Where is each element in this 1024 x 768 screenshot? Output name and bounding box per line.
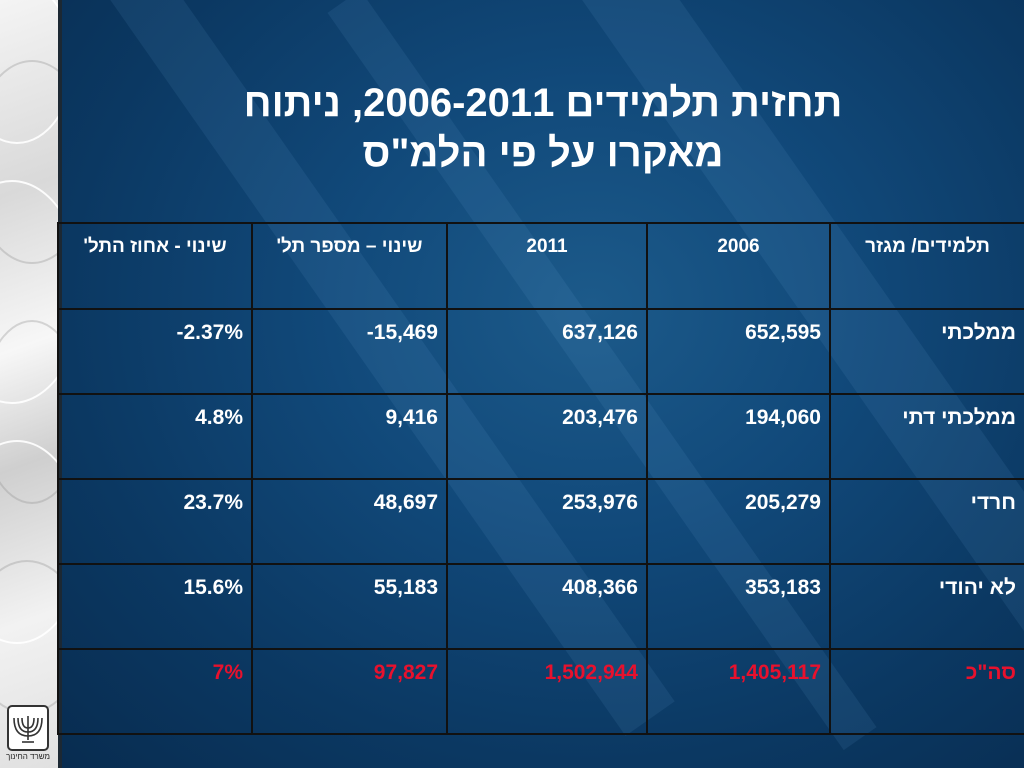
- row-change-percent: -2.37%: [57, 308, 253, 395]
- row-change-number: 9,416: [251, 393, 448, 480]
- header-2006: 2006: [646, 222, 831, 310]
- title-line-1: תחזית תלמידים 2006-2011, ניתוח: [243, 81, 843, 125]
- row-change-number: 48,697: [251, 478, 448, 565]
- header-change-number: שינוי – מספר תל': [251, 222, 448, 310]
- row-2011: 408,366: [446, 563, 648, 650]
- total-2011: 1,502,944: [446, 648, 648, 735]
- table-row: לא יהודי 353,183 408,366 55,183 15.6%: [57, 563, 1024, 650]
- header-2011: 2011: [446, 222, 648, 310]
- row-2011: 253,976: [446, 478, 648, 565]
- row-sector: חרדי: [829, 478, 1024, 565]
- row-change-number: -15,469: [251, 308, 448, 395]
- row-2006: 353,183: [646, 563, 831, 650]
- row-change-percent: 23.7%: [57, 478, 253, 565]
- decorative-side-strip: [0, 0, 58, 768]
- students-forecast-table: תלמידים/ מגזר 2006 2011 שינוי – מספר תל'…: [57, 222, 1024, 735]
- menorah-emblem-icon: [7, 705, 49, 751]
- total-2006: 1,405,117: [646, 648, 831, 735]
- slide-title: תחזית תלמידים 2006-2011, ניתוח מאקרו על …: [62, 78, 1024, 178]
- table-row: ממלכתי 652,595 637,126 -15,469 -2.37%: [57, 308, 1024, 395]
- row-sector: לא יהודי: [829, 563, 1024, 650]
- row-2006: 205,279: [646, 478, 831, 565]
- row-change-number: 55,183: [251, 563, 448, 650]
- table-total-row: סה"כ 1,405,117 1,502,944 97,827 7%: [57, 648, 1024, 735]
- title-line-2: מאקרו על פי הלמ"ס: [362, 131, 724, 175]
- row-2006: 194,060: [646, 393, 831, 480]
- total-change-percent: 7%: [57, 648, 253, 735]
- row-change-percent: 15.6%: [57, 563, 253, 650]
- row-2011: 203,476: [446, 393, 648, 480]
- table-row: ממלכתי דתי 194,060 203,476 9,416 4.8%: [57, 393, 1024, 480]
- row-2006: 652,595: [646, 308, 831, 395]
- header-change-percent: שינוי - אחוז התל': [57, 222, 253, 310]
- total-label: סה"כ: [829, 648, 1024, 735]
- table-row: חרדי 205,279 253,976 48,697 23.7%: [57, 478, 1024, 565]
- total-change-number: 97,827: [251, 648, 448, 735]
- ministry-caption: משרד החינוך: [5, 752, 51, 761]
- row-sector: ממלכתי: [829, 308, 1024, 395]
- row-sector: ממלכתי דתי: [829, 393, 1024, 480]
- row-2011: 637,126: [446, 308, 648, 395]
- header-sector: תלמידים/ מגזר: [829, 222, 1024, 310]
- row-change-percent: 4.8%: [57, 393, 253, 480]
- table-header-row: תלמידים/ מגזר 2006 2011 שינוי – מספר תל'…: [57, 222, 1024, 310]
